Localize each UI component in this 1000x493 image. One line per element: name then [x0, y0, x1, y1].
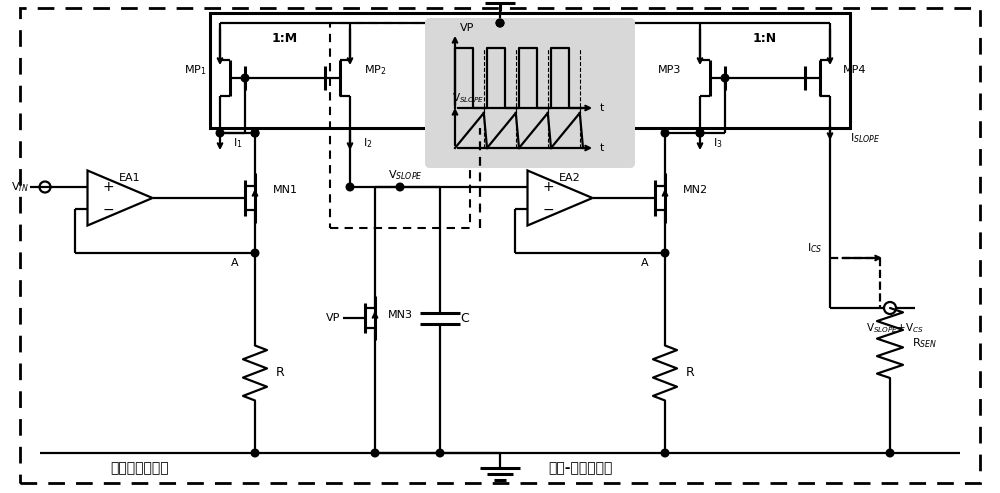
Text: MN1: MN1	[272, 185, 298, 195]
Circle shape	[241, 74, 249, 82]
Circle shape	[371, 449, 379, 457]
Text: 电压-电流转换器: 电压-电流转换器	[548, 461, 612, 475]
Circle shape	[886, 449, 894, 457]
Circle shape	[496, 19, 504, 27]
Text: V$_{SLOPE}$+V$_{CS}$: V$_{SLOPE}$+V$_{CS}$	[866, 321, 924, 335]
Text: R: R	[276, 366, 284, 380]
Text: I$_{SLOPE}$: I$_{SLOPE}$	[850, 131, 880, 145]
Text: $-$: $-$	[102, 202, 114, 216]
Circle shape	[251, 129, 259, 137]
Text: MP3: MP3	[658, 65, 682, 75]
FancyBboxPatch shape	[425, 18, 635, 168]
Text: I$_3$: I$_3$	[713, 136, 723, 150]
Text: A: A	[231, 258, 239, 268]
Text: MP$_1$: MP$_1$	[184, 63, 206, 77]
Text: R$_{SEN}$: R$_{SEN}$	[912, 336, 938, 350]
Circle shape	[696, 129, 704, 137]
Circle shape	[251, 129, 259, 137]
Text: +: +	[542, 180, 554, 194]
Text: 1:M: 1:M	[272, 32, 298, 44]
Text: t: t	[600, 103, 604, 113]
Text: V$_{SLOPE}$: V$_{SLOPE}$	[452, 91, 485, 105]
Circle shape	[721, 74, 729, 82]
Circle shape	[396, 183, 404, 191]
Circle shape	[496, 19, 504, 27]
Circle shape	[251, 449, 259, 457]
Text: A: A	[641, 258, 649, 268]
Text: +: +	[102, 180, 114, 194]
Circle shape	[251, 249, 259, 257]
Text: MP$_2$: MP$_2$	[364, 63, 386, 77]
Text: 斜坡电压发生器: 斜坡电压发生器	[111, 461, 169, 475]
Text: I$_2$: I$_2$	[363, 136, 373, 150]
Text: MP4: MP4	[843, 65, 867, 75]
Circle shape	[661, 249, 669, 257]
Text: VP: VP	[460, 23, 474, 33]
Text: MN2: MN2	[682, 185, 708, 195]
Circle shape	[696, 129, 704, 137]
Circle shape	[436, 449, 444, 457]
Text: $-$: $-$	[542, 202, 554, 216]
Bar	[210, 13, 850, 128]
Text: VP: VP	[326, 313, 340, 323]
Text: 1:N: 1:N	[753, 32, 777, 44]
Text: C: C	[461, 312, 469, 324]
Bar	[330, 23, 470, 228]
Text: t: t	[600, 143, 604, 153]
Circle shape	[346, 183, 354, 191]
Text: V$_{SLOPE}$: V$_{SLOPE}$	[388, 168, 422, 182]
Text: EA2: EA2	[559, 173, 581, 183]
Text: V$_{IN}$: V$_{IN}$	[11, 180, 29, 194]
Text: I$_1$: I$_1$	[233, 136, 243, 150]
Text: EA1: EA1	[119, 173, 141, 183]
Circle shape	[216, 129, 224, 137]
Text: MN3: MN3	[388, 310, 413, 320]
Text: I$_{CS}$: I$_{CS}$	[807, 241, 823, 255]
Text: R: R	[686, 366, 694, 380]
Circle shape	[661, 129, 669, 137]
Circle shape	[661, 449, 669, 457]
